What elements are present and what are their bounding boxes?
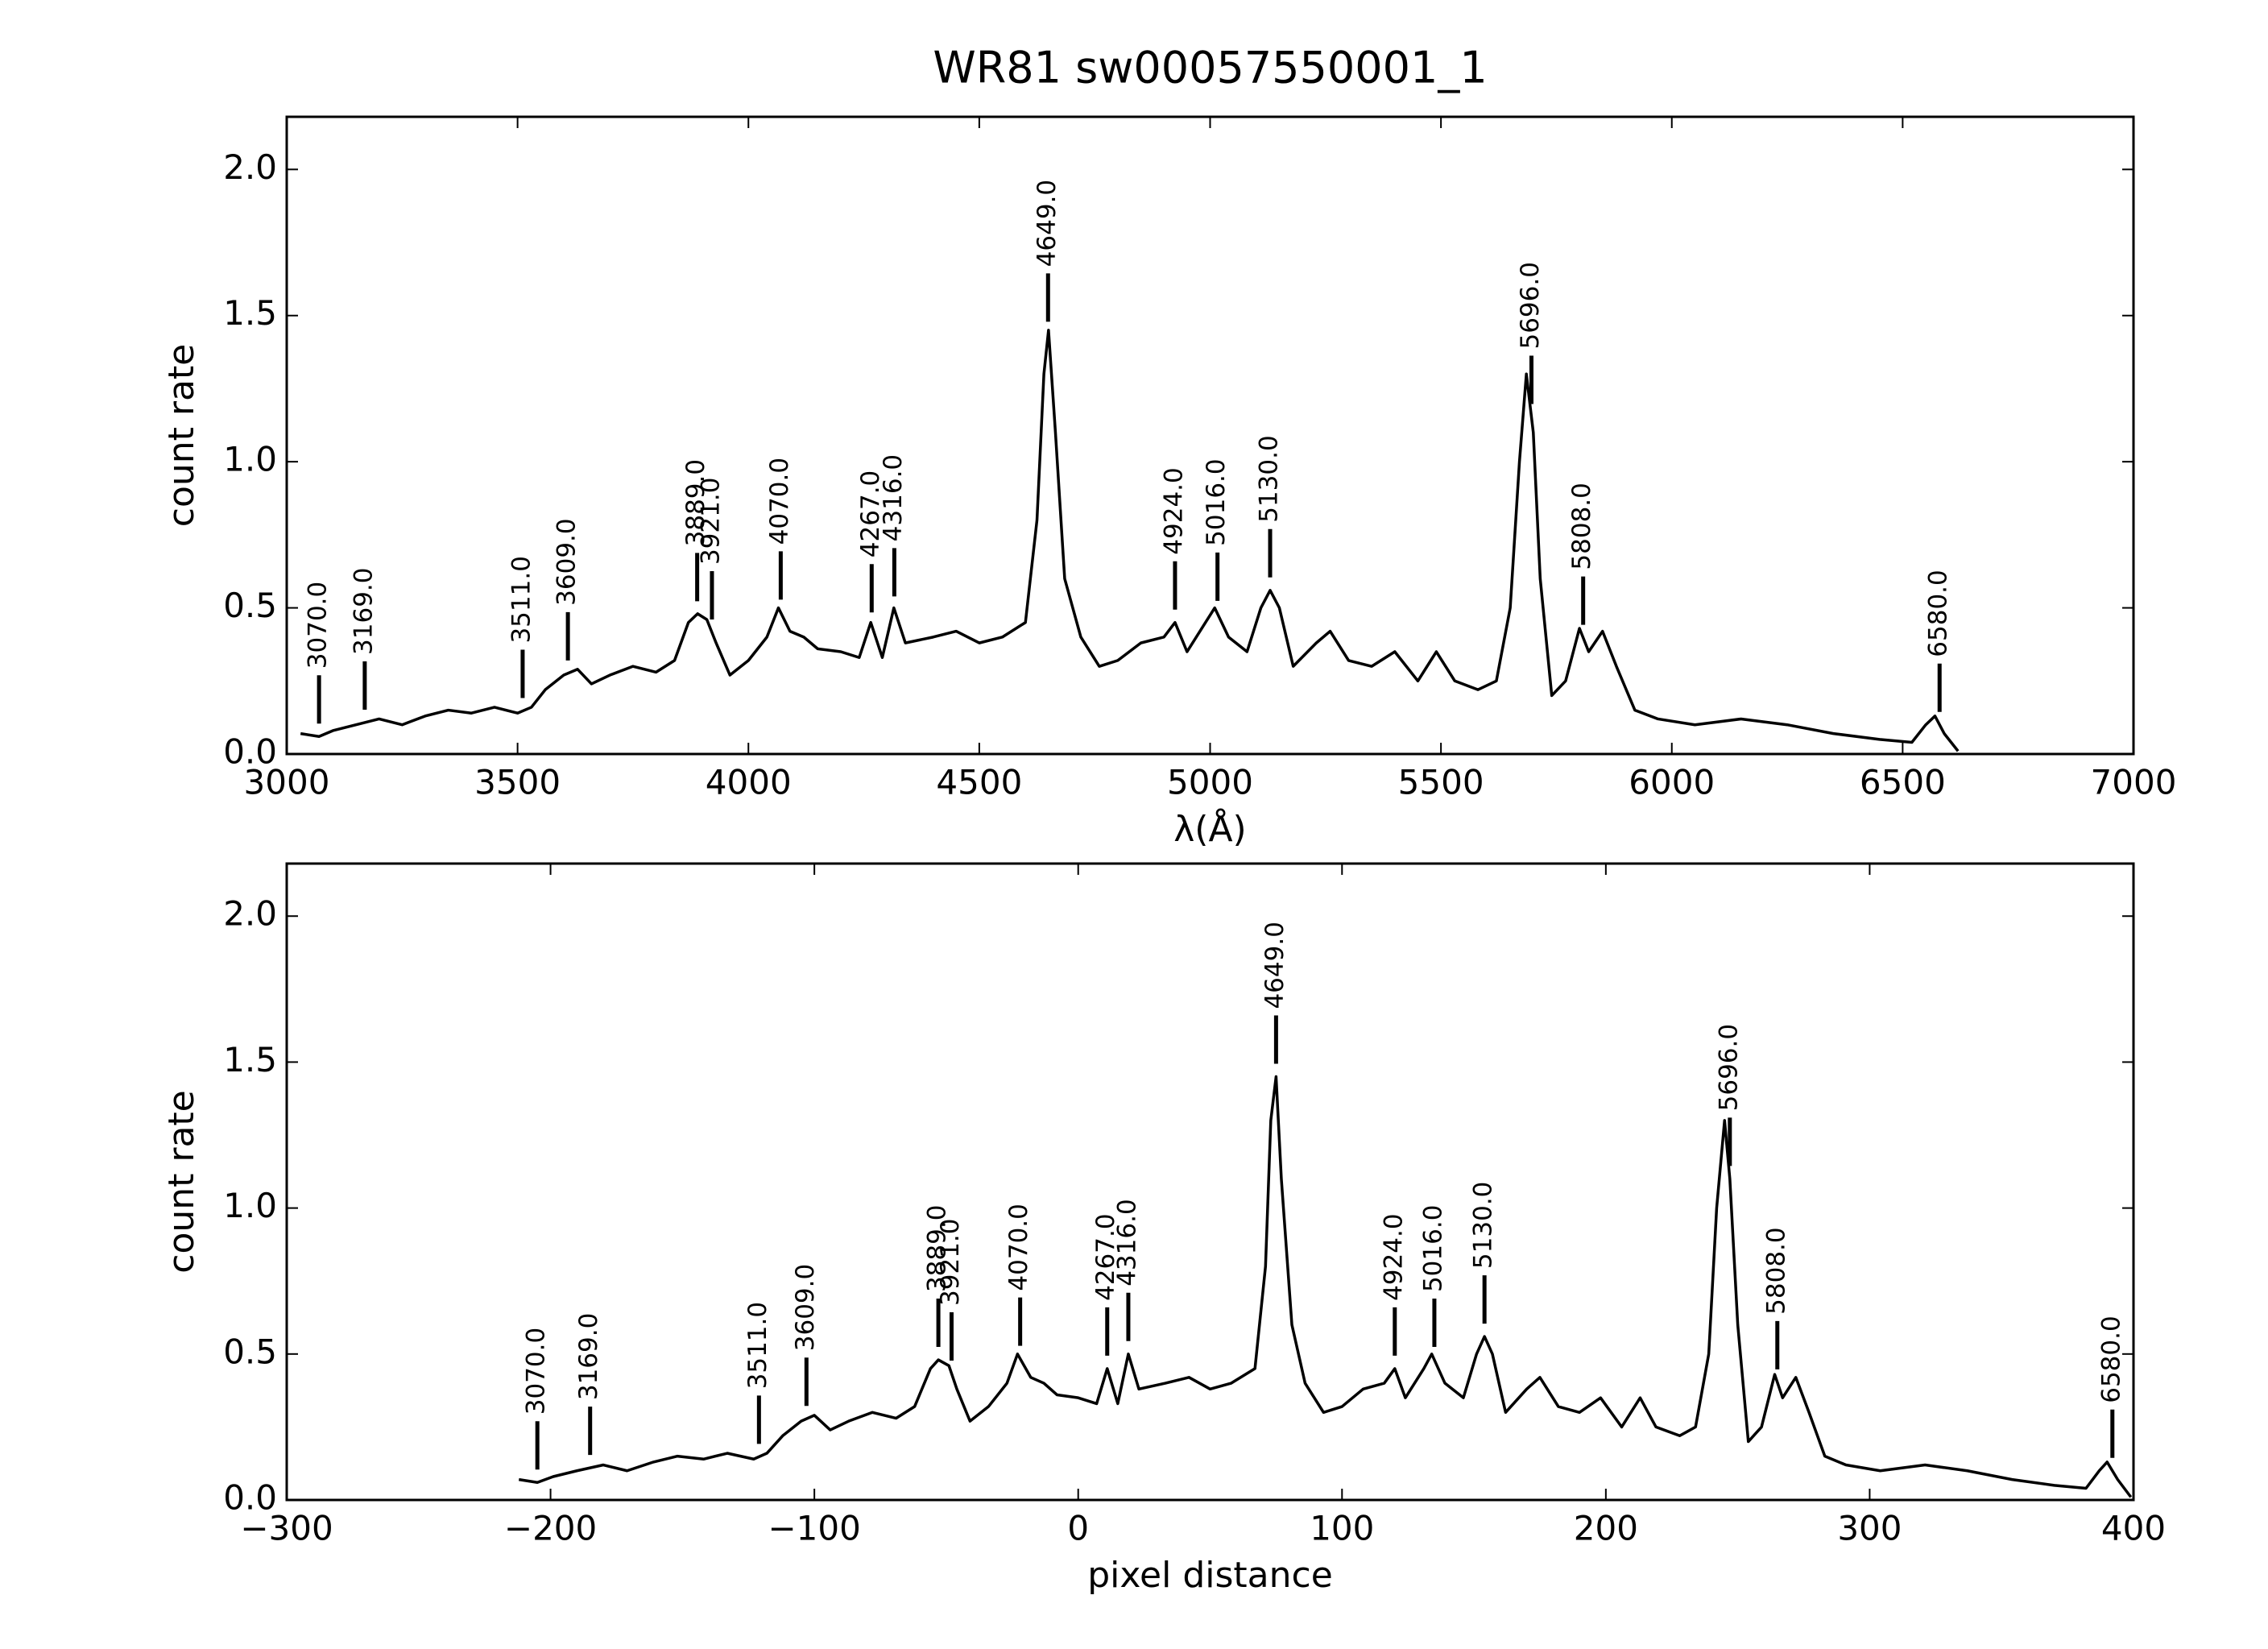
line-label: 4924.0	[1159, 467, 1188, 554]
line-label: 3921.0	[936, 1218, 965, 1305]
line-label: 3511.0	[743, 1302, 772, 1389]
line-label: 3070.0	[304, 582, 333, 669]
line-label: 4924.0	[1379, 1213, 1408, 1300]
y-tick-label: 0.0	[223, 1478, 277, 1518]
spectrum-line	[518, 1075, 2133, 1498]
x-tick-label: 200	[1574, 1509, 1638, 1548]
line-label: 4070.0	[1004, 1204, 1033, 1291]
y-tick-label: 2.0	[223, 147, 277, 187]
x-tick-label: 6000	[1629, 763, 1715, 802]
y-tick-label: 0.5	[223, 1332, 277, 1371]
line-label: 4316.0	[1112, 1199, 1141, 1286]
y-tick-label: 1.5	[223, 1040, 277, 1079]
x-axis-label: λ(Å)	[1173, 807, 1246, 850]
spectrum-line	[300, 329, 1960, 752]
y-tick-label: 1.0	[223, 1186, 277, 1225]
line-label: 3169.0	[574, 1313, 603, 1400]
line-label: 5696.0	[1516, 262, 1545, 349]
line-label: 5130.0	[1469, 1182, 1498, 1269]
x-tick-label: 5000	[1167, 763, 1253, 802]
y-tick-label: 0.5	[223, 586, 277, 625]
line-label: 3609.0	[791, 1264, 820, 1351]
y-tick-label: 1.5	[223, 293, 277, 333]
line-label: 4267.0	[856, 470, 885, 557]
x-tick-label: 4000	[706, 763, 792, 802]
line-label: 3511.0	[507, 556, 536, 643]
x-tick-label: 4500	[936, 763, 1022, 802]
chart-title: WR81 sw00057550001_1	[933, 43, 1487, 93]
x-tick-label: 6500	[1860, 763, 1946, 802]
line-label: 5016.0	[1202, 458, 1231, 545]
axes-frame	[285, 862, 2135, 1502]
x-tick-label: 0	[1067, 1509, 1089, 1548]
x-tick-label: 7000	[2091, 763, 2177, 802]
line-label: 3889.0	[923, 1205, 952, 1292]
line-label: 3169.0	[349, 567, 378, 654]
line-label: 4316.0	[879, 454, 908, 541]
y-tick-label: 1.0	[223, 440, 277, 479]
line-label: 6580.0	[2096, 1315, 2125, 1402]
x-axis-label: pixel distance	[1087, 1555, 1333, 1596]
line-label: 4649.0	[1033, 180, 1062, 267]
line-label: 5016.0	[1418, 1205, 1447, 1292]
line-label: 5130.0	[1255, 435, 1284, 522]
x-tick-label: 5500	[1398, 763, 1484, 802]
x-tick-label: −200	[504, 1509, 597, 1548]
axes-frame	[285, 115, 2135, 756]
x-tick-label: 100	[1310, 1509, 1374, 1548]
x-tick-label: 300	[1837, 1509, 1902, 1548]
line-label: 4070.0	[765, 458, 794, 545]
x-tick-label: −100	[768, 1509, 860, 1548]
line-label: 3609.0	[553, 518, 581, 605]
line-label: 5808.0	[1567, 483, 1596, 570]
line-label: 5696.0	[1714, 1024, 1743, 1111]
line-label: 6580.0	[1924, 570, 1953, 657]
line-label: 4649.0	[1260, 922, 1289, 1009]
line-label: 4267.0	[1091, 1213, 1120, 1300]
line-label: 3889.0	[681, 459, 710, 546]
line-label: 3921.0	[696, 478, 725, 565]
y-axis-label: count rate	[161, 1090, 202, 1274]
line-label: 3070.0	[522, 1328, 551, 1415]
x-tick-label: 400	[2101, 1509, 2166, 1548]
y-tick-label: 2.0	[223, 894, 277, 934]
x-tick-label: −300	[240, 1509, 333, 1548]
y-tick-label: 0.0	[223, 732, 277, 772]
line-label: 5808.0	[1761, 1227, 1790, 1314]
x-tick-label: 3000	[244, 763, 330, 802]
y-axis-label: count rate	[161, 344, 202, 528]
x-tick-label: 3500	[474, 763, 561, 802]
